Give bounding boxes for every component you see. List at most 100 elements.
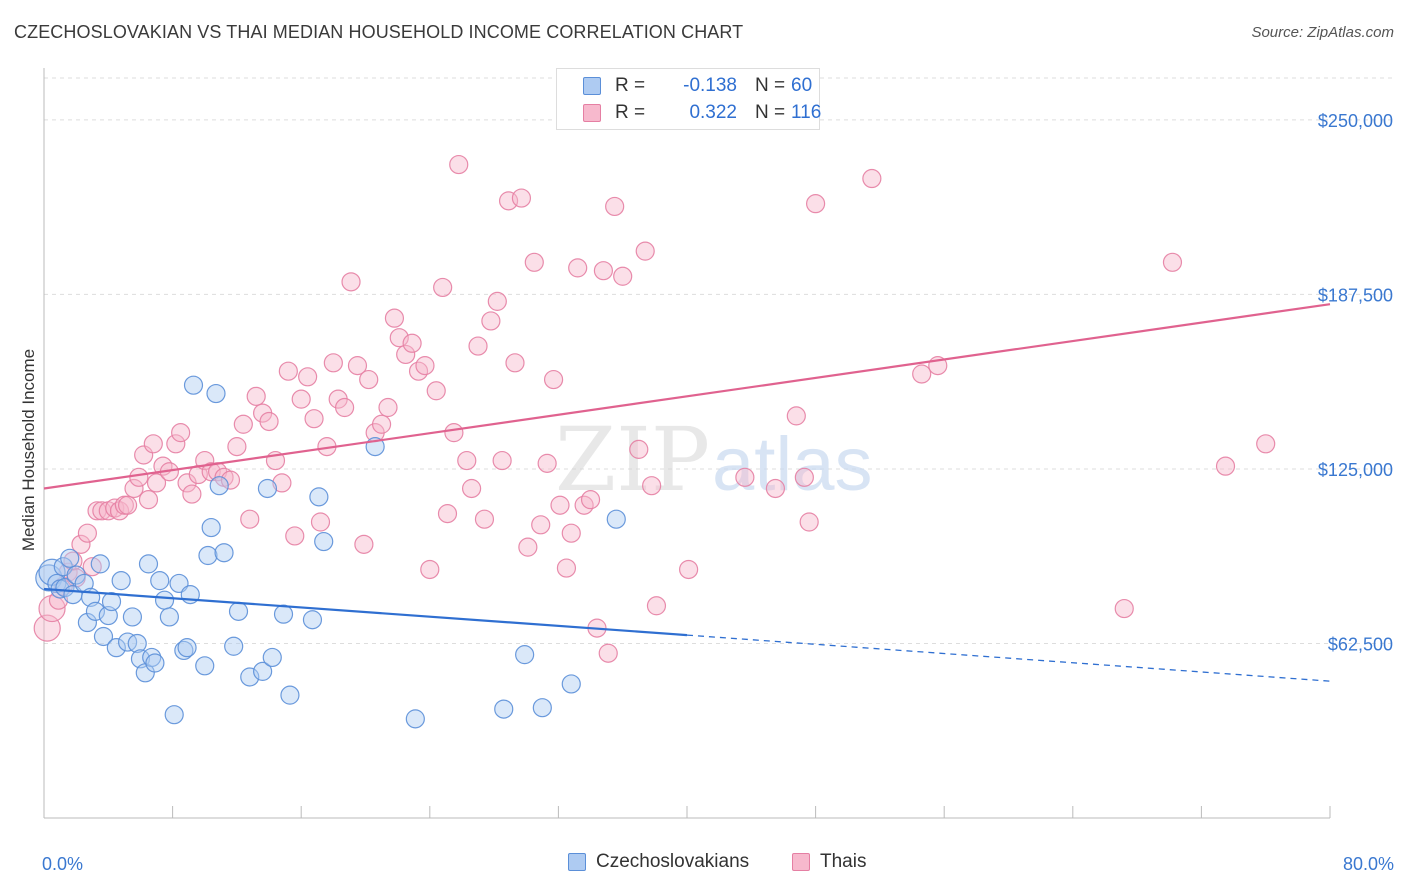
thai-point xyxy=(304,409,324,429)
bottom-legend-swatch-blue xyxy=(568,853,586,871)
legend-r-label: R = xyxy=(615,102,646,123)
czechoslovakian-point xyxy=(195,656,215,676)
thai-point xyxy=(138,490,159,510)
chart-title: CZECHOSLOVAKIAN VS THAI MEDIAN HOUSEHOLD… xyxy=(14,22,744,42)
thai-point xyxy=(444,423,464,443)
thai-point xyxy=(550,495,570,515)
thai-point xyxy=(642,476,662,496)
thai-point xyxy=(561,523,581,543)
legend-n-value: 116 xyxy=(791,102,822,123)
axes xyxy=(43,68,1331,819)
thai-point xyxy=(605,196,625,217)
thai-point xyxy=(396,344,416,365)
thai-point xyxy=(166,434,186,454)
czechoslovakian-point xyxy=(177,638,197,658)
thai-point xyxy=(505,353,525,373)
bottom-legend-label: Czechoslovakians xyxy=(596,851,750,872)
thai-point xyxy=(1114,598,1134,619)
czechoslovakian-point xyxy=(142,647,162,668)
czechoslovakian-point xyxy=(494,699,514,719)
thai-point xyxy=(635,241,655,261)
series-czechoslovakians-points xyxy=(35,375,626,729)
czechoslovakian-point xyxy=(122,607,143,627)
thai-point xyxy=(786,406,806,426)
thai-point xyxy=(524,252,544,272)
thai-point xyxy=(629,439,649,459)
y-tick-label: $62,500 xyxy=(1328,634,1393,654)
thai-point xyxy=(182,484,202,504)
thai-point xyxy=(354,534,374,554)
thai-point xyxy=(518,537,538,557)
czechoslovakian-trend-extension xyxy=(686,634,1331,682)
thai-point xyxy=(912,364,932,384)
thai-point xyxy=(291,389,311,409)
czechoslovakian-point xyxy=(93,626,114,647)
czechoslovakian-point xyxy=(606,509,626,529)
thai-point xyxy=(511,188,532,208)
legend-n-value: 60 xyxy=(791,75,813,96)
thai-point xyxy=(543,369,564,390)
thai-point xyxy=(537,453,557,473)
thai-point xyxy=(227,437,247,457)
legend-r-label: R = xyxy=(615,75,646,96)
thai-point xyxy=(371,414,392,434)
czechoslovakian-point xyxy=(106,638,126,658)
thai-point xyxy=(384,308,405,328)
thai-point xyxy=(474,509,495,529)
czechoslovakian-point xyxy=(214,543,234,563)
thai-point xyxy=(1215,456,1236,476)
czechoslovakian-point xyxy=(224,636,244,656)
thai-point xyxy=(240,509,260,529)
trend-lines xyxy=(43,303,1331,682)
czechoslovakian-point xyxy=(90,554,110,574)
y-axis-label: Median Household Income xyxy=(19,348,38,552)
thai-point xyxy=(580,490,601,510)
thai-point xyxy=(646,596,667,616)
czechoslovakian-point xyxy=(127,633,147,654)
thai-point xyxy=(146,473,167,493)
czechoslovakian-point xyxy=(85,601,106,621)
thai-point xyxy=(679,559,699,580)
thai-point xyxy=(129,467,149,487)
czechoslovakian-point xyxy=(101,591,122,612)
thai-trend-line xyxy=(43,303,1331,490)
thai-point xyxy=(323,353,343,373)
legend-r-value: 0.322 xyxy=(689,102,737,123)
thai-point xyxy=(433,277,453,298)
czechoslovakian-point xyxy=(138,554,159,574)
thai-point xyxy=(492,450,512,471)
thai-point xyxy=(117,495,138,515)
czechoslovakian-point xyxy=(228,601,249,621)
czechoslovakian-point xyxy=(159,607,179,627)
thai-point xyxy=(71,534,91,554)
czechoslovakian-point xyxy=(60,548,80,568)
thai-point xyxy=(449,154,469,175)
thai-point xyxy=(437,504,458,524)
thai-point xyxy=(598,643,618,663)
source-label: Source: ZipAtlas.com xyxy=(1251,24,1394,41)
thai-point xyxy=(246,386,266,406)
czechoslovakian-point xyxy=(174,640,194,661)
thai-point xyxy=(420,559,440,580)
legend-r-value: -0.138 xyxy=(683,75,737,96)
czechoslovakian-point xyxy=(309,487,329,507)
thai-point xyxy=(143,434,163,454)
czechoslovakian-trend-line xyxy=(43,587,688,637)
czechoslovakian-point xyxy=(154,590,175,610)
bottom-legend-swatch-pink xyxy=(792,853,810,871)
bottom-legend-label: Thais xyxy=(820,851,867,872)
tick-labels: $62,500 $125,000 $187,500 $250,000 0.0% 80.0% xyxy=(42,111,1394,874)
czechoslovakian-point xyxy=(117,632,138,652)
czechoslovakian-point xyxy=(561,674,581,694)
y-tick-label: $250,000 xyxy=(1318,111,1393,131)
thai-point xyxy=(1162,252,1183,272)
thai-point xyxy=(298,367,318,387)
watermark-zip: ZIP xyxy=(555,408,710,511)
legend-n-label: N = xyxy=(755,75,786,96)
thai-point xyxy=(233,414,253,434)
grid-lines xyxy=(44,77,1396,644)
thai-point xyxy=(310,512,331,532)
czechoslovakian-point xyxy=(198,545,218,566)
thai-point xyxy=(613,266,633,286)
